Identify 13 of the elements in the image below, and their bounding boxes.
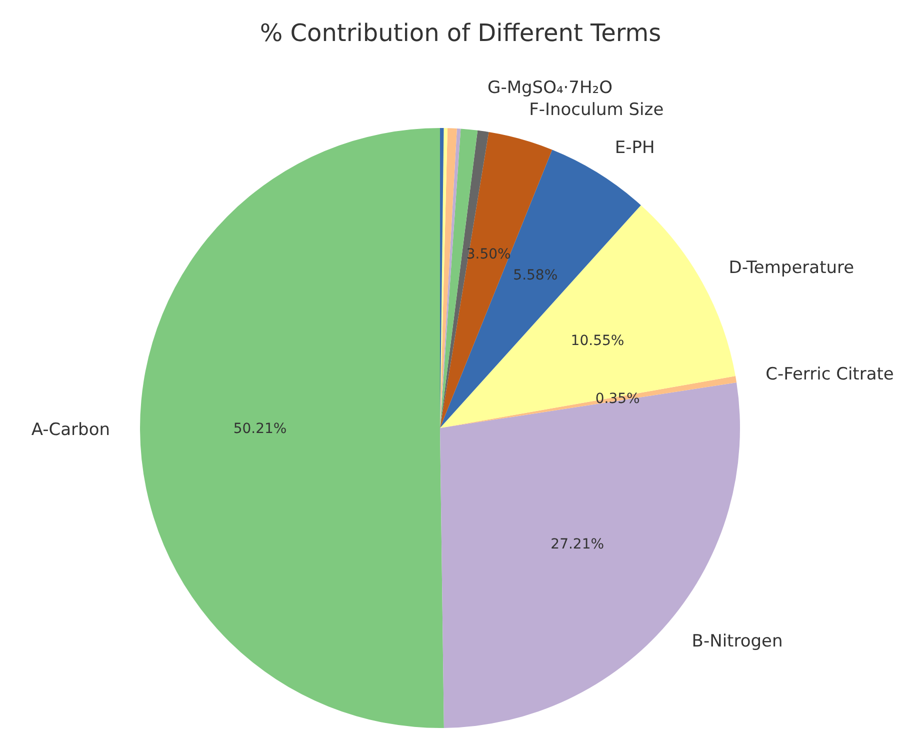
- slice-label: G-MgSO₄·7H₂O: [488, 78, 612, 98]
- slice-label: F-Inoculum Size: [529, 100, 664, 120]
- data-label: 10.55%: [570, 332, 624, 349]
- data-label: 27.21%: [550, 536, 604, 552]
- slice-label: E-PH: [614, 138, 655, 158]
- slice-label: A-Carbon: [31, 420, 110, 440]
- chart-title: % Contribution of Different Terms: [260, 19, 662, 47]
- slice-label: C-Ferric Citrate: [766, 364, 894, 384]
- slice-label: B-Nitrogen: [692, 631, 783, 652]
- data-label: 50.21%: [233, 421, 287, 438]
- data-label: 0.35%: [595, 390, 640, 407]
- data-label: 5.58%: [513, 267, 558, 284]
- slice-label: D-Temperature: [728, 258, 854, 278]
